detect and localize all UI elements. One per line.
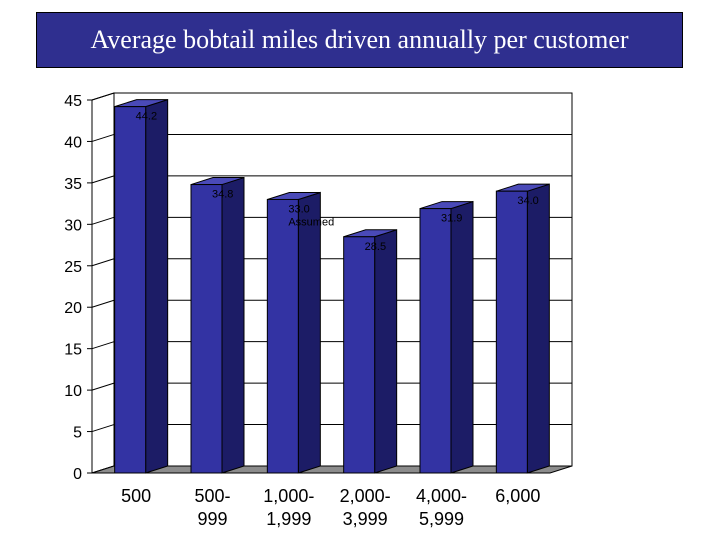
x-tick-label: 5,999	[419, 509, 464, 529]
data-label: 28.5	[365, 241, 386, 253]
gridline-depth	[91, 216, 115, 225]
bar	[266, 198, 299, 474]
gridline-depth	[91, 175, 115, 184]
x-tick-label: 6,000	[495, 486, 540, 506]
gridline-depth	[91, 382, 115, 391]
data-label: 34.0	[517, 195, 538, 207]
gridline-depth	[91, 299, 115, 308]
gridline-depth	[91, 133, 115, 142]
chart-title-box: Average bobtail miles driven annually pe…	[36, 12, 683, 68]
y-tick-label: 0	[73, 466, 82, 483]
x-tick-label: 4,000-	[416, 486, 467, 506]
bar-side	[145, 98, 169, 474]
x-tick-label: 999	[197, 509, 227, 529]
gridline-depth	[91, 424, 115, 433]
y-tick-label: 20	[64, 300, 82, 317]
data-label: 34.8	[212, 189, 233, 201]
data-label: 31.9	[441, 213, 462, 225]
plot-side-wall	[91, 92, 115, 474]
y-tick-label: 5	[73, 425, 82, 442]
data-label: 33.0	[288, 203, 309, 215]
y-tick-label: 10	[64, 383, 82, 400]
y-tick-label: 35	[64, 176, 82, 193]
bar	[419, 208, 452, 474]
x-tick-label: 500-	[194, 486, 230, 506]
gridline-depth	[91, 258, 115, 267]
y-tick-label: 15	[64, 342, 82, 359]
y-tick-label: 40	[64, 134, 82, 151]
x-tick-label: 1,999	[266, 509, 311, 529]
x-tick-label: 3,999	[343, 509, 388, 529]
data-label: 44.2	[136, 111, 157, 123]
data-label: Assumed	[288, 216, 334, 228]
bar	[114, 106, 147, 474]
y-tick-label: 45	[64, 93, 82, 110]
x-tick-label: 2,000-	[340, 486, 391, 506]
bar	[343, 236, 376, 474]
bar-side	[526, 183, 550, 474]
bar-side	[450, 200, 474, 474]
bar-side	[221, 176, 245, 474]
gridline-depth	[91, 341, 115, 350]
chart-title: Average bobtail miles driven annually pe…	[90, 25, 629, 54]
bar	[495, 190, 528, 474]
x-tick-label: 1,000-	[263, 486, 314, 506]
bar-side	[374, 229, 398, 474]
bar-side	[297, 191, 321, 474]
y-tick-label: 30	[64, 217, 82, 234]
bar	[190, 184, 223, 474]
x-tick-label: 500	[121, 486, 151, 506]
y-tick-label: 25	[64, 259, 82, 276]
